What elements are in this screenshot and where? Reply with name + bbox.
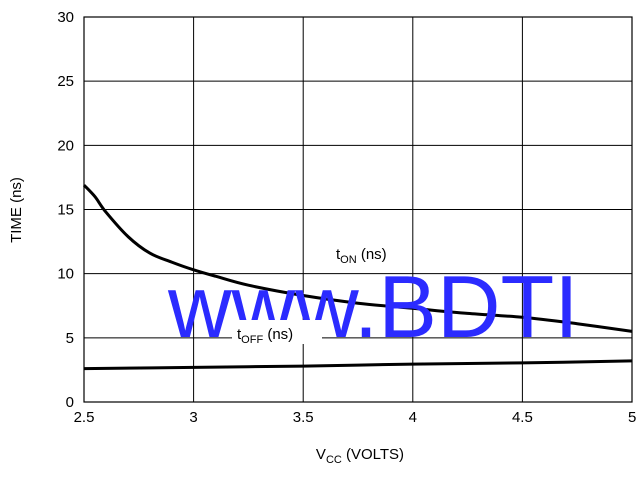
y-tick-label: 10 [57,266,74,283]
x-tick-label: 3 [189,409,197,426]
series-label-toff: tOFF (ns) [237,326,293,346]
x-tick-label: 3.5 [293,409,314,426]
series-lines [82,184,633,371]
y-tick-label: 25 [57,73,74,90]
tick-labels: 2.5 3 3.5 4 4.5 5 0 5 10 15 20 25 30 [57,9,636,426]
x-tick-label: 2.5 [74,409,95,426]
y-axis-label: TIME (ns) [8,177,25,243]
y-tick-label: 20 [57,137,74,154]
series-line-ton [82,184,633,333]
grid [83,16,633,403]
x-tick-label: 4 [409,409,417,426]
y-tick-label: 30 [57,9,74,26]
y-tick-label: 5 [66,330,74,347]
x-axis-label: VCC (VOLTS) [316,446,404,466]
x-tick-label: 5 [628,409,636,426]
watermark-text: www.BDTI [167,257,579,356]
y-tick-label: 0 [66,394,74,411]
plot-frame [83,16,633,403]
label-background [232,320,322,344]
x-tick-label: 4.5 [512,409,533,426]
series-line-toff [83,359,633,371]
y-tick-label: 15 [57,202,74,219]
series-label-ton: tON (ns) [336,246,387,266]
